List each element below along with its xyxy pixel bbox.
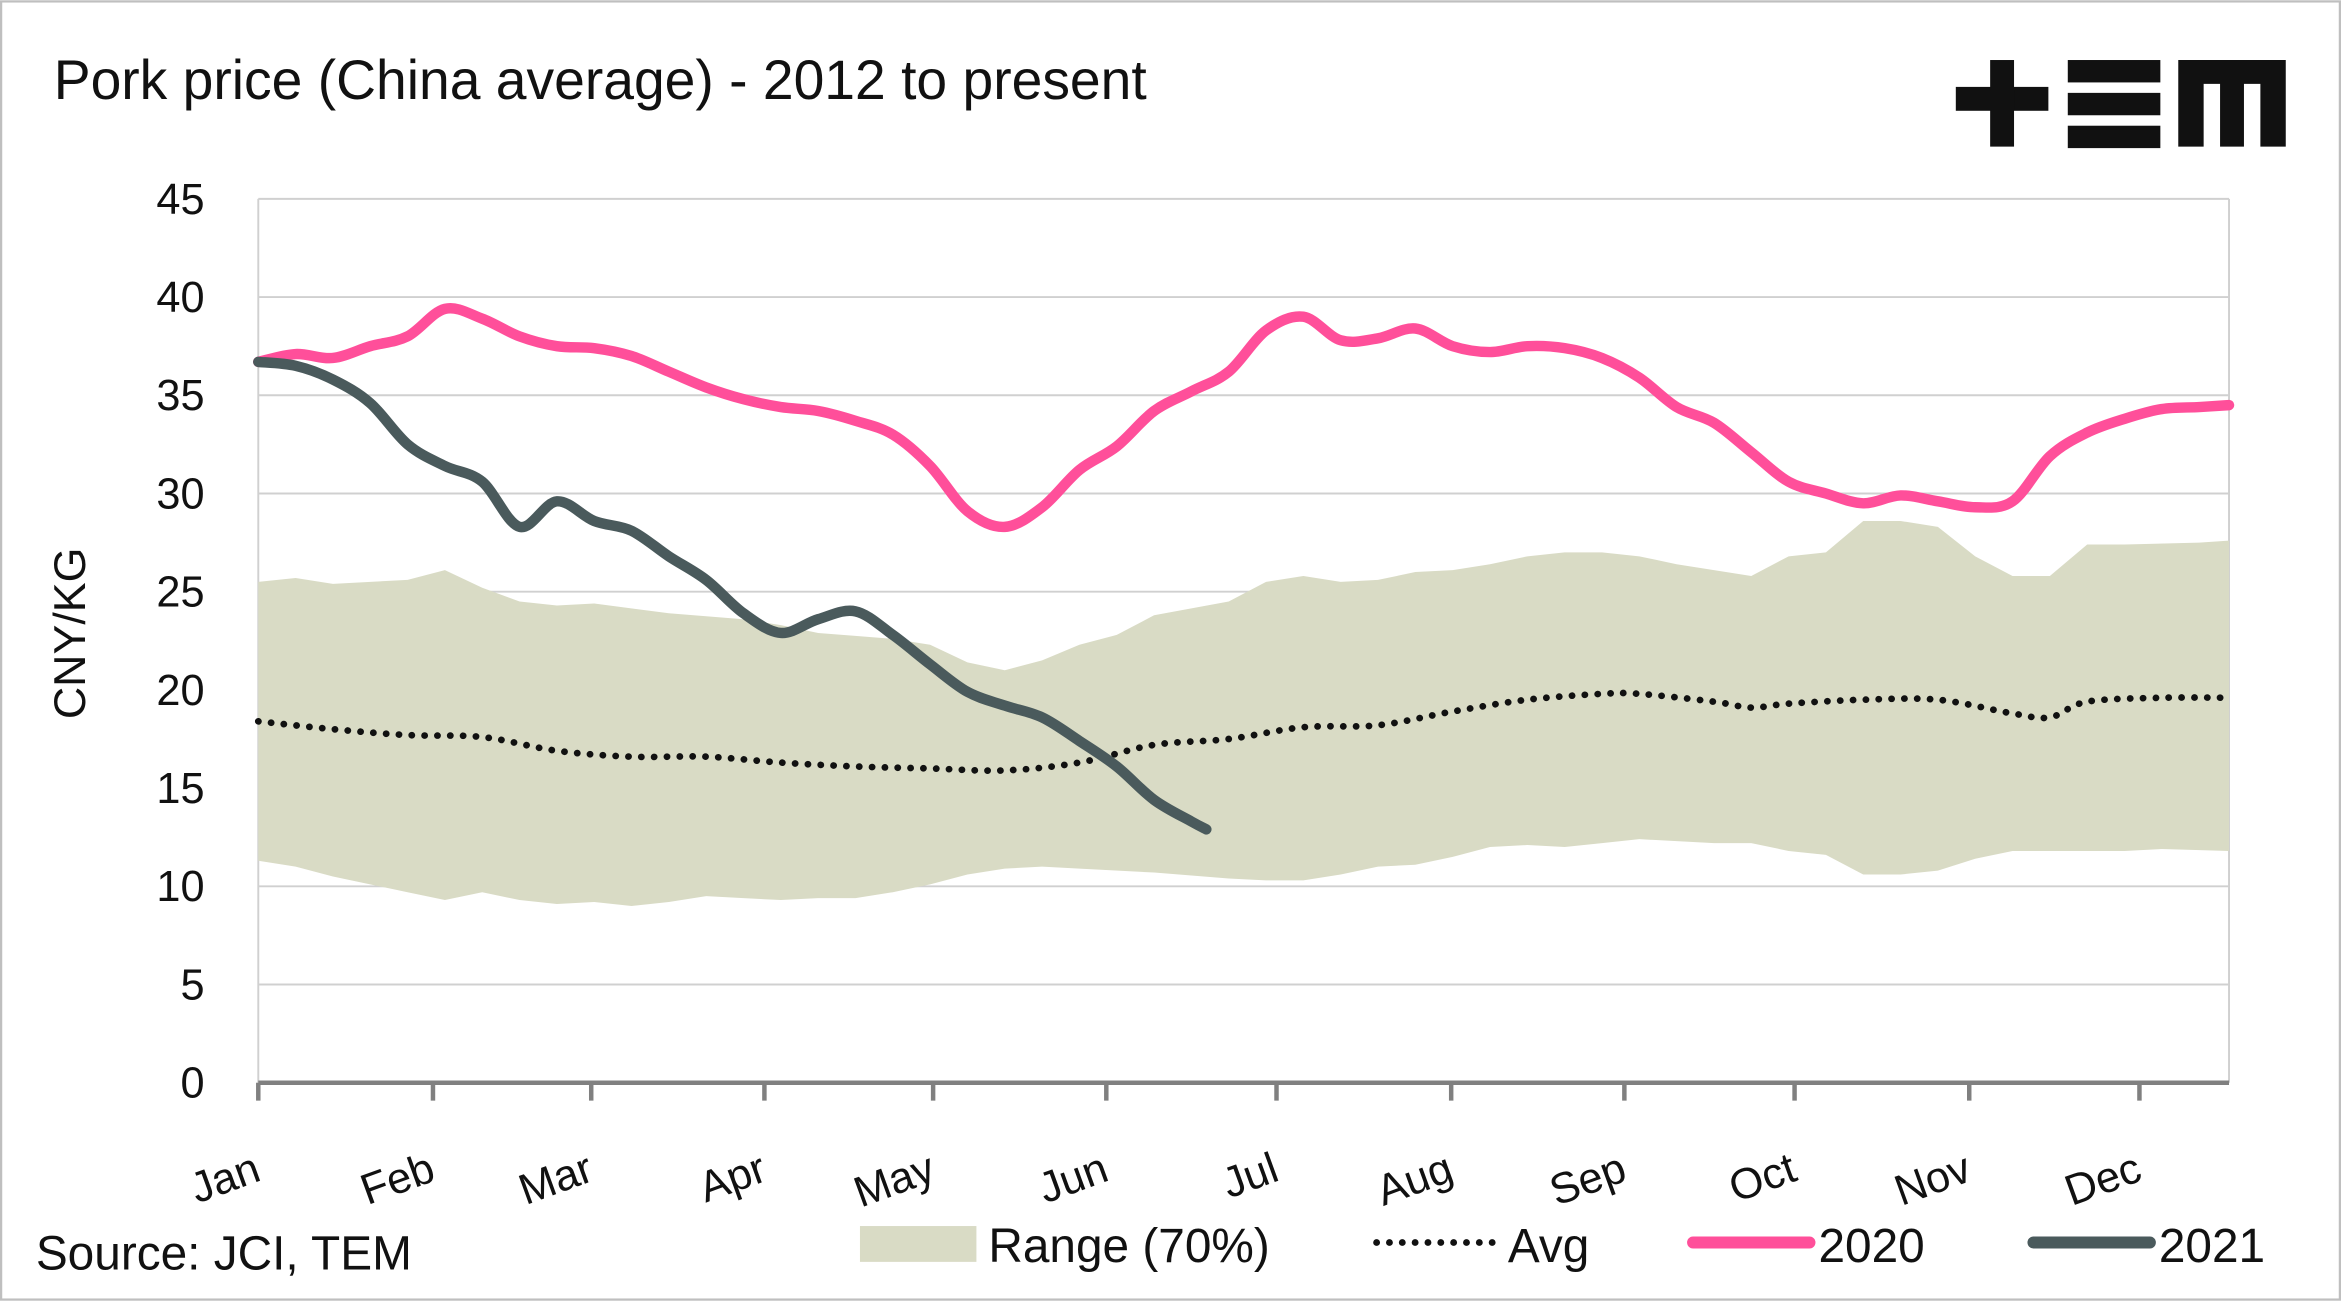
y-axis-label: CNY/KG	[45, 548, 95, 720]
y-tick-label: 40	[156, 274, 204, 322]
y-tick-labels: 0 5 10 15 20 25 30 35 40 45	[156, 176, 204, 1108]
series-line-2021	[253, 356, 1212, 835]
y-tick-label: 0	[180, 1060, 204, 1108]
source-note: Source: JCI, TEM	[36, 1227, 412, 1280]
legend-label-range: Range (70%)	[988, 1220, 1269, 1273]
legend-swatch-range	[859, 1226, 977, 1262]
legend-label-2020: 2020	[1818, 1220, 1924, 1273]
range-area-group	[258, 520, 2230, 906]
tem-logo	[1955, 60, 2286, 149]
legend: Range (70%) Avg 2020 2021	[859, 1220, 2265, 1273]
y-tick-label: 25	[156, 569, 204, 617]
axes	[256, 1080, 2230, 1101]
legend-label-avg: Avg	[1508, 1220, 1589, 1273]
series-lines	[253, 303, 2235, 835]
y-tick-label: 35	[156, 372, 204, 420]
series-line-2020	[253, 303, 2235, 533]
y-tick-label: 10	[156, 863, 204, 911]
legend-label-2021: 2021	[2159, 1220, 2265, 1273]
range-area	[258, 520, 2230, 906]
chart-title: Pork price (China average) - 2012 to pre…	[54, 49, 1147, 111]
series-line-avg	[254, 689, 2233, 775]
y-tick-label: 20	[156, 667, 204, 715]
y-tick-label: 5	[180, 961, 204, 1009]
y-tick-label: 30	[156, 470, 204, 518]
y-tick-label: 45	[156, 176, 204, 224]
y-tick-label: 15	[156, 765, 204, 813]
